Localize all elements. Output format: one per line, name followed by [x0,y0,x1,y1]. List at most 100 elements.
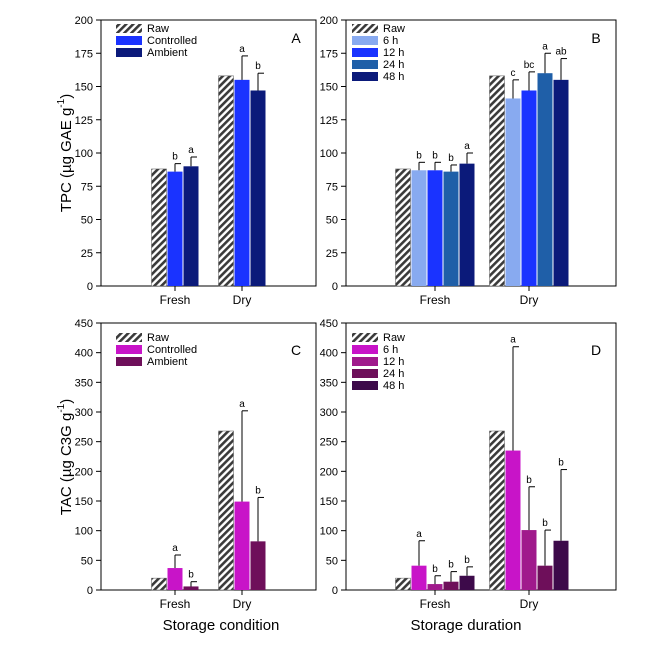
legend-label: 48 h [383,380,404,392]
bar-controlled-dry [234,501,250,590]
significance-letter: a [510,335,516,346]
legend-label: Ambient [147,47,187,59]
legend-label: 6 h [383,344,398,356]
significance-letter: b [188,570,194,581]
y-tick-label: 450 [75,318,93,330]
x-axis-title-left: Storage condition [163,617,280,634]
y-tick-label: 200 [75,466,93,478]
legend-swatch [352,36,378,45]
significance-letter: b [255,61,261,72]
y-tick-label: 200 [320,466,338,478]
legend-label: Raw [383,332,405,344]
y-tick-label: 175 [75,48,93,60]
y-tick-label: 125 [75,115,93,127]
y-tick-label: 75 [326,181,338,193]
bar-controlled-dry [234,79,250,286]
bar-6h-fresh [411,170,427,286]
legend-swatch [352,24,378,33]
x-tick-label: Fresh [420,597,451,611]
y-tick-label: 50 [326,555,338,567]
bar-raw-fresh [395,577,411,591]
chart-panel-c: 0 50 100 150 200 250 300 350 400 450 Fresh a b Dry a b R… [75,318,317,611]
bar-48h-dry [553,540,569,590]
y-tick-label: 150 [320,82,338,94]
significance-letter: b [448,560,454,571]
y-tick-label: 0 [332,281,338,293]
legend-swatch [352,333,378,342]
legend-swatch [352,48,378,57]
significance-letter: a [239,44,245,55]
legend-swatch [352,369,378,378]
significance-letter: a [464,141,470,152]
significance-letter: b [558,458,564,469]
legend-label: 12 h [383,47,404,59]
bar-12h-dry [521,90,537,287]
y-tick-label: 150 [320,496,338,508]
y-tick-label: 150 [75,82,93,94]
y-tick-label: 175 [320,48,338,60]
significance-letter: b [464,555,470,566]
chart-panels: 0255075100125150175200FreshbaDryabRawCon… [75,15,617,611]
significance-letter: b [526,475,532,486]
bar-ambient-fresh [183,586,199,590]
y-tick-label: 0 [87,281,93,293]
bar-48h-fresh [459,575,475,590]
y-tick-label: 100 [320,148,338,160]
bar-ambient-dry [250,90,266,287]
chart-panel-a: 0255075100125150175200FreshbaDryabRawCon… [75,15,317,307]
x-axis-title-right: Storage duration [411,617,522,634]
significance-letter: a [239,399,245,410]
bar-24h-fresh [443,171,459,286]
bar-raw-fresh [151,577,167,591]
legend-swatch [116,357,142,366]
legend-swatch [352,345,378,354]
y-tick-label: 100 [75,148,93,160]
bar-ambient-dry [250,541,266,590]
y-tick-label: 400 [75,348,93,360]
y-tick-label: 25 [326,248,338,260]
bar-24h-dry [537,565,553,590]
legend-swatch [116,24,142,33]
y-tick-label: 100 [75,526,93,538]
legend-label: 24 h [383,59,404,71]
x-tick-label: Dry [233,597,252,611]
bar-controlled-fresh [167,568,183,590]
significance-letter: b [432,564,438,575]
bar-raw-fresh [151,168,167,287]
y-tick-label: 50 [326,215,338,227]
x-tick-label: Fresh [160,293,191,307]
legend-swatch [352,60,378,69]
y-tick-label: 50 [81,555,93,567]
plot-frame [345,322,617,591]
significance-letter: b [255,485,261,496]
plot-frame [100,19,317,287]
legend-label: 12 h [383,356,404,368]
legend-swatch [352,72,378,81]
y-axis-title-top: TPC (µg GAE g-1) [56,94,75,212]
plot-frame [100,322,317,591]
y-tick-label: 150 [75,496,93,508]
significance-letter: b [416,150,422,161]
y-tick-label: 100 [320,526,338,538]
y-tick-label: 250 [75,437,93,449]
y-tick-label: 125 [320,115,338,127]
y-tick-label: 75 [81,181,93,193]
y-tick-label: 300 [75,407,93,419]
x-tick-label: Dry [520,597,539,611]
bar-24h-dry [537,73,553,286]
y-tick-label: 450 [320,318,338,330]
panel-label: D [591,342,601,358]
bar-48h-dry [553,79,569,286]
legend-swatch [352,357,378,366]
bar-ambient-fresh [183,166,199,286]
y-tick-label: 350 [75,377,93,389]
y-tick-label: 350 [320,377,338,389]
significance-letter: b [448,153,454,164]
legend-label: Raw [147,332,169,344]
x-tick-label: Fresh [420,293,451,307]
significance-letter: a [542,41,548,52]
significance-letter: a [416,529,422,540]
legend-label: Raw [147,23,169,35]
legend-label: Controlled [147,344,197,356]
